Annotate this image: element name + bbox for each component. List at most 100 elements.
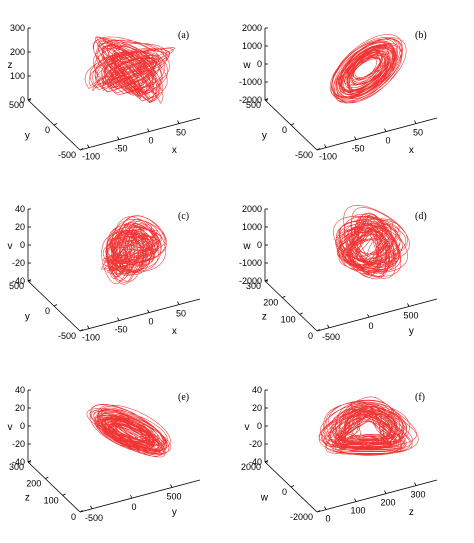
horizontal-tick-label: 0: [148, 317, 153, 327]
horizontal-tick-label: -500: [85, 513, 103, 523]
depth-tick-mark: [264, 98, 269, 101]
horizontal-tick-mark: [414, 120, 417, 124]
depth-tick-label: 500: [246, 100, 261, 110]
vertical-tick-label: 2000: [242, 204, 262, 214]
vertical-axis-label: w: [242, 60, 251, 71]
horizontal-tick-mark: [414, 482, 417, 486]
depth-tick-mark: [53, 304, 58, 307]
depth-tick-label: 500: [9, 100, 24, 110]
attractor-trajectory: [84, 36, 176, 104]
depth-tick-label: 500: [9, 281, 24, 291]
horizontal-axis-label: z: [409, 507, 414, 518]
vertical-tick-label: 2000: [242, 23, 262, 33]
horizontal-axis-line: [316, 479, 438, 513]
vertical-tick-label: 40: [15, 385, 25, 395]
horizontal-tick-label: -50: [114, 325, 127, 335]
depth-tick-label: 100: [281, 314, 296, 324]
depth-tick-mark: [290, 485, 295, 488]
vertical-tick-label: 20: [252, 403, 262, 413]
horizontal-tick-label: 500: [166, 491, 181, 501]
depth-tick-label: -2000: [290, 512, 313, 522]
vertical-tick-label: -1000: [239, 77, 262, 87]
depth-tick-label: -500: [58, 331, 76, 341]
horizontal-tick-label: -100: [82, 152, 100, 162]
depth-axis-label: z: [262, 312, 267, 323]
horizontal-tick-label: 300: [410, 490, 425, 500]
vertical-tick-label: -20: [249, 439, 262, 449]
horizontal-tick-mark: [407, 303, 410, 307]
vertical-tick-label: -2000: [239, 95, 262, 105]
depth-tick-label: 300: [246, 281, 261, 291]
horizontal-axis-line: [79, 117, 201, 151]
depth-axis-label: y: [262, 131, 267, 142]
depth-tick-label: 0: [282, 125, 287, 135]
panel-d: -2000-1000010002000w0100200300z-5000500y…: [239, 204, 438, 342]
horizontal-axis-line: [79, 298, 201, 332]
panel-f: -40 -20 0 20 40 v -2000 0 2000 w 0 100 200 300 z (f): [241, 385, 438, 524]
horizontal-axis-label: x: [172, 145, 177, 156]
vertical-tick-label: 0: [257, 421, 262, 431]
horizontal-tick-mark: [147, 128, 150, 132]
depth-tick-mark: [299, 312, 303, 315]
depth-axis-label: z: [25, 493, 30, 504]
horizontal-axis-line: [316, 298, 438, 332]
horizontal-tick-mark: [354, 498, 357, 502]
horizontal-tick-label: 200: [380, 498, 395, 508]
horizontal-tick-label: -50: [114, 144, 127, 154]
horizontal-axis-label: y: [409, 326, 414, 337]
vertical-tick-label: 300: [10, 23, 25, 33]
depth-axis-label: y: [25, 312, 30, 323]
horizontal-tick-mark: [117, 317, 120, 321]
depth-tick-label: 0: [45, 306, 50, 316]
depth-tick-mark: [264, 460, 269, 463]
vertical-tick-label: -20: [12, 439, 25, 449]
depth-axis-line: [27, 461, 81, 513]
horizontal-axis-label: x: [172, 326, 177, 337]
depth-tick-mark: [27, 460, 32, 463]
attractor-trajectory: [101, 215, 167, 285]
depth-tick-mark: [27, 279, 32, 282]
vertical-tick-label: -1000: [239, 258, 262, 268]
horizontal-tick-label: 0: [131, 502, 136, 512]
horizontal-tick-label: 50: [176, 309, 186, 319]
vertical-axis-label: z: [8, 60, 13, 71]
vertical-tick-label: 100: [10, 71, 25, 81]
horizontal-tick-mark: [384, 490, 387, 494]
vertical-tick-label: -20: [12, 258, 25, 268]
attractor-trajectory: [329, 34, 407, 104]
vertical-axis-label: v: [8, 422, 13, 433]
horizontal-tick-mark: [87, 325, 90, 329]
panel-label: (b): [415, 30, 427, 41]
horizontal-tick-mark: [147, 309, 150, 313]
depth-tick-mark: [316, 148, 321, 151]
horizontal-tick-mark: [117, 136, 120, 140]
horizontal-tick-mark: [90, 505, 93, 509]
depth-tick-label: -500: [58, 150, 76, 160]
depth-tick-mark: [45, 476, 49, 480]
depth-tick-label: 300: [9, 462, 24, 472]
horizontal-tick-label: 50: [413, 128, 423, 138]
depth-tick-label: 0: [45, 125, 50, 135]
vertical-axis-label: v: [8, 241, 13, 252]
horizontal-tick-label: -100: [82, 333, 100, 343]
depth-tick-mark: [264, 279, 269, 282]
panel-label: (c): [178, 211, 189, 222]
vertical-tick-label: 0: [20, 240, 25, 250]
depth-tick-label: 0: [282, 487, 287, 497]
horizontal-tick-label: -500: [322, 332, 340, 342]
vertical-axis-label: w: [242, 241, 251, 252]
depth-axis-label: w: [260, 493, 269, 504]
vertical-tick-label: 0: [257, 59, 262, 69]
horizontal-tick-mark: [327, 324, 330, 328]
vertical-tick-label: 1000: [242, 222, 262, 232]
panel-b: -2000-1000010002000w-5000500y-100-50050x…: [239, 23, 438, 162]
depth-tick-label: 200: [26, 479, 41, 489]
vertical-tick-label: 40: [15, 204, 25, 214]
horizontal-tick-mark: [177, 301, 180, 305]
horizontal-tick-mark: [384, 128, 387, 132]
horizontal-tick-label: 0: [385, 136, 390, 146]
depth-tick-mark: [79, 148, 84, 151]
